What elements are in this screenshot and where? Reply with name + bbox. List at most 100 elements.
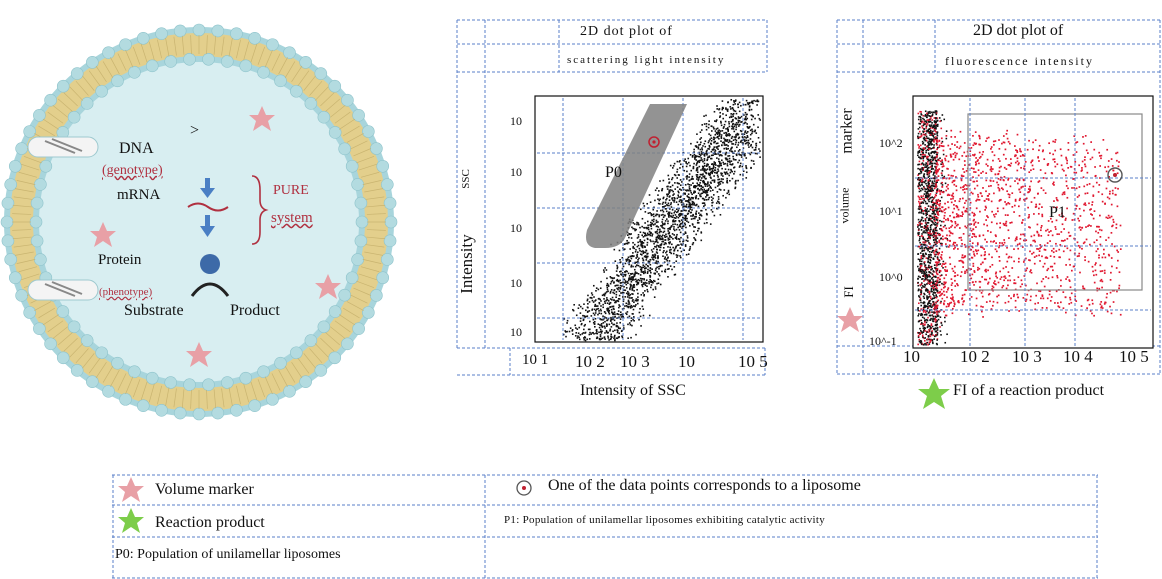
scatter-point <box>923 328 926 331</box>
scatter-point <box>617 297 620 300</box>
scatter-point <box>920 331 923 333</box>
scatter-point <box>931 199 934 202</box>
scatter-point <box>708 146 711 148</box>
lipid-tail <box>69 86 84 101</box>
scatter-point <box>695 174 698 176</box>
scatter-point <box>963 185 965 187</box>
scatter-point <box>935 128 937 130</box>
lipid-tail <box>34 301 52 311</box>
scatter-point <box>683 205 685 207</box>
lipid-head <box>299 56 312 69</box>
scatter-point <box>925 169 928 172</box>
scatter-point <box>924 154 926 156</box>
scatter-point <box>930 323 933 325</box>
scatter-point <box>1094 174 1097 177</box>
scatter-point <box>628 260 631 263</box>
scatter-point <box>1091 312 1093 315</box>
scatter-point <box>930 142 932 145</box>
scatter-point <box>996 222 998 225</box>
scatter-point <box>606 282 609 285</box>
scatter-point <box>637 244 640 247</box>
scatter-point <box>1055 219 1058 222</box>
scatter-point <box>950 284 953 286</box>
scatter-point <box>1037 156 1040 159</box>
scatter-point <box>641 257 644 260</box>
scatter-point <box>929 224 932 227</box>
scatter-point <box>920 189 922 192</box>
scatter-point <box>917 224 919 226</box>
scatter-point <box>716 171 719 173</box>
scatter-point <box>703 191 706 194</box>
scatter-point <box>932 320 935 323</box>
scatter-point <box>1030 235 1033 238</box>
scatter-point <box>935 113 938 116</box>
scatter-point <box>671 268 673 271</box>
scatter-point <box>730 116 733 118</box>
scatter-point <box>927 181 930 184</box>
scatter-point <box>644 234 646 237</box>
scatter-point <box>936 148 938 151</box>
scatter-point <box>1082 287 1085 290</box>
scatter-point <box>701 188 703 191</box>
scatter-point <box>917 332 920 334</box>
scatter-point <box>1013 211 1015 213</box>
scatter-point <box>754 129 757 132</box>
scatter-point <box>731 146 733 149</box>
scatter-point <box>701 168 704 170</box>
scatter-point <box>1052 247 1055 250</box>
scatter-point <box>937 299 940 302</box>
scatter-point <box>595 332 597 335</box>
scatter-point <box>699 143 702 146</box>
scatter-point <box>917 314 920 317</box>
scatter-point <box>1101 307 1104 309</box>
scatter-point <box>759 150 761 152</box>
scatter-point <box>661 187 664 190</box>
scatter-point <box>600 312 603 315</box>
scatter-point <box>648 230 651 233</box>
scatter-point <box>929 319 932 321</box>
scatter-point <box>987 282 989 285</box>
scatter-point <box>931 134 933 136</box>
scatter-point <box>936 300 939 303</box>
scatter-point <box>659 237 662 240</box>
scatter-point <box>726 140 728 142</box>
scatter-point <box>610 308 613 311</box>
scatter-point <box>635 333 637 336</box>
scatter-point <box>931 325 934 328</box>
scatter-point <box>947 305 950 308</box>
scatter-point <box>999 226 1001 229</box>
scatter-point <box>919 264 922 266</box>
scatter-point <box>741 142 744 144</box>
scatter-point <box>710 137 713 139</box>
scatter-point <box>928 210 930 213</box>
scatter-point <box>631 289 634 291</box>
scatter-point <box>640 279 643 282</box>
plot1-xtick: 10 5 <box>738 352 768 371</box>
scatter-point <box>693 204 696 206</box>
scatter-point <box>578 326 581 329</box>
scatter-point <box>737 119 740 122</box>
lipid-head <box>86 375 99 388</box>
scatter-point <box>646 282 648 284</box>
scatter-point <box>932 138 934 141</box>
scatter-point <box>979 155 982 158</box>
scatter-point <box>1099 214 1101 217</box>
scatter-point <box>712 170 714 173</box>
scatter-point <box>935 296 938 299</box>
lipid-head <box>15 289 28 302</box>
scatter-point <box>737 116 740 118</box>
scatter-point <box>920 120 922 123</box>
scatter-point <box>933 294 935 297</box>
lipid-head <box>155 404 168 417</box>
scatter-point <box>998 260 1001 262</box>
scatter-point <box>919 238 921 240</box>
scatter-point <box>933 253 936 256</box>
scatter-point <box>929 115 931 118</box>
scatter-point <box>656 187 658 190</box>
scatter-point <box>983 248 985 250</box>
scatter-point <box>926 310 928 312</box>
scatter-point <box>595 329 598 332</box>
scatter-point <box>600 300 602 302</box>
scatter-point <box>642 250 644 252</box>
scatter-point <box>689 153 692 156</box>
